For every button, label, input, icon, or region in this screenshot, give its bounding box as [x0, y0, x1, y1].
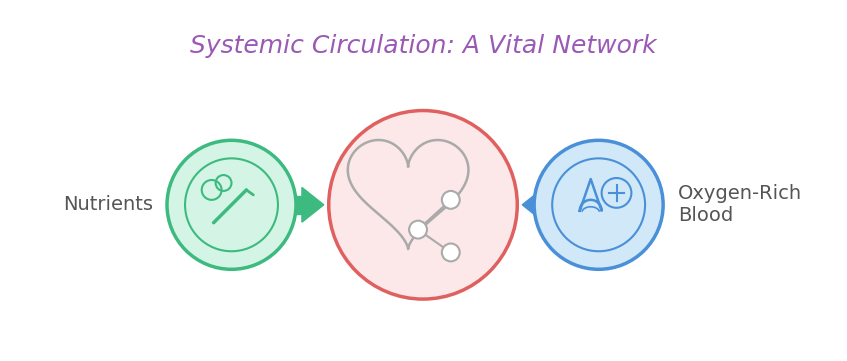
FancyArrow shape — [523, 187, 544, 222]
Circle shape — [167, 140, 296, 269]
Circle shape — [409, 221, 427, 239]
Circle shape — [329, 110, 518, 299]
Circle shape — [442, 244, 460, 261]
Circle shape — [442, 191, 460, 209]
Circle shape — [534, 140, 663, 269]
FancyArrow shape — [302, 187, 324, 222]
Text: Nutrients: Nutrients — [63, 195, 152, 214]
Text: Oxygen-Rich
Blood: Oxygen-Rich Blood — [678, 184, 802, 225]
Text: Systemic Circulation: A Vital Network: Systemic Circulation: A Vital Network — [190, 34, 656, 58]
